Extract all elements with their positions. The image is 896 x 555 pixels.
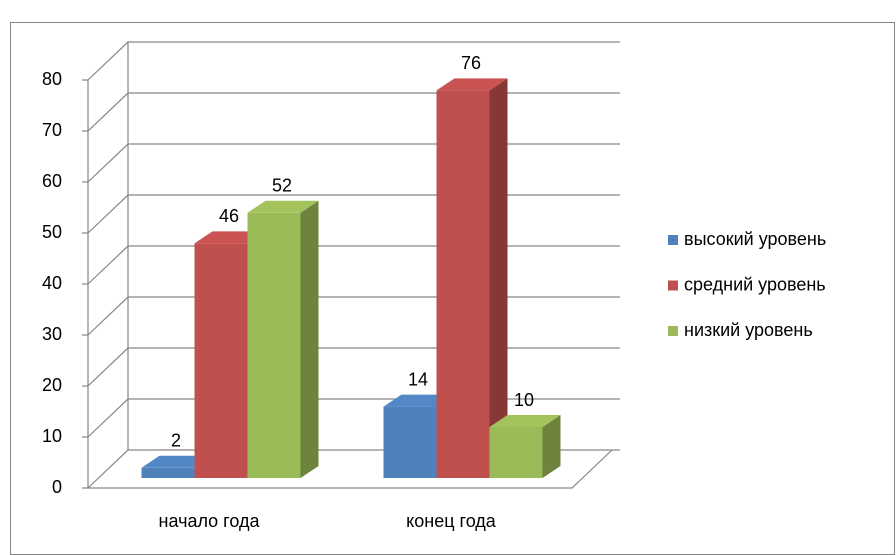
y-tick-label: 60 — [42, 171, 62, 191]
data-label: 14 — [408, 369, 428, 389]
bar-side — [300, 200, 319, 479]
legend-label: высокий уровень — [684, 229, 826, 249]
y-tick-label: 0 — [52, 477, 62, 497]
legend-swatch — [668, 235, 678, 245]
y-tick-label: 10 — [42, 426, 62, 446]
bar — [141, 467, 195, 478]
y-tick-label: 40 — [42, 273, 62, 293]
legend-label: средний уровень — [684, 274, 826, 294]
bar-side — [542, 415, 561, 478]
bar-top — [489, 415, 561, 427]
y-tick-label: 80 — [42, 69, 62, 89]
y-tick-label: 50 — [42, 222, 62, 242]
data-label: 2 — [171, 431, 181, 451]
y-tick-label: 70 — [42, 120, 62, 140]
legend-label: низкий уровень — [684, 320, 813, 340]
bar-side — [489, 78, 508, 479]
y-tick-label: 20 — [42, 375, 62, 395]
bar — [383, 406, 437, 478]
floor-edge — [88, 449, 613, 489]
x-tick-label: конец года — [406, 511, 497, 531]
data-label: 46 — [219, 206, 239, 226]
bar-top — [436, 78, 508, 91]
x-tick-label: начало года — [159, 511, 261, 531]
data-label: 52 — [272, 176, 292, 196]
bar — [489, 427, 543, 478]
y-tick-label: 30 — [42, 324, 62, 344]
legend-swatch — [668, 280, 678, 291]
bar — [247, 212, 301, 479]
legend-swatch — [668, 326, 678, 336]
bar — [194, 243, 248, 478]
bar-top — [247, 200, 319, 213]
data-label: 10 — [514, 390, 534, 410]
data-label: 76 — [461, 53, 481, 73]
bar — [436, 90, 490, 479]
grid-line — [87, 41, 620, 81]
